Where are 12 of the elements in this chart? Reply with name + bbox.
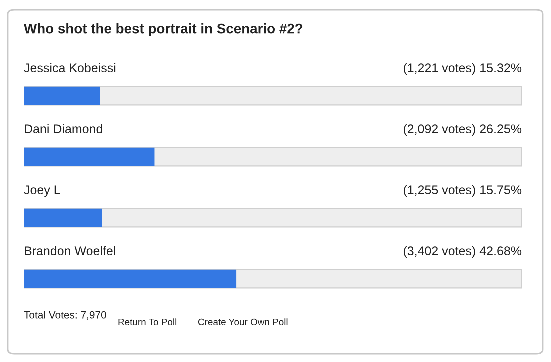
data-label: (1,255 votes) 15.75%: [404, 185, 522, 197]
y-tick-label: Joey L: [24, 186, 60, 197]
data-label: (2,092 votes) 26.25%: [404, 124, 522, 136]
y-tick-label: Dani Diamond: [25, 124, 102, 134]
data-label: (1,221 votes) 15.32%: [404, 63, 522, 75]
text: Return To Poll: [118, 318, 177, 326]
text: Create Your Own Poll: [198, 318, 288, 326]
chart-title: Who shot the best portrait in Scenario #2?: [24, 24, 303, 36]
text: Total Votes: 7,970: [24, 311, 106, 320]
y-tick-label: Jessica Kobeissi: [24, 63, 116, 73]
data-label: (3,402 votes) 42.68%: [404, 246, 522, 258]
y-tick-label: Brandon Woelfel: [25, 246, 116, 256]
